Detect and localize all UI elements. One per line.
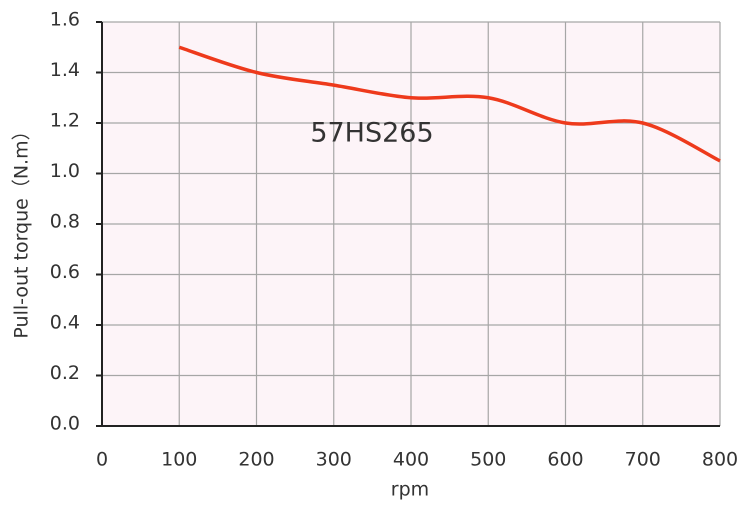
x-tick-label: 300 xyxy=(316,449,352,471)
y-tick-label: 0.6 xyxy=(50,261,80,283)
x-tick-label: 600 xyxy=(547,449,583,471)
line-series xyxy=(178,45,721,163)
x-tick-label: 100 xyxy=(161,449,197,471)
x-tick-label: 400 xyxy=(393,449,429,471)
y-tick-label: 0.0 xyxy=(50,413,80,435)
y-tick-label: 0.4 xyxy=(50,312,80,334)
x-axis-label: rpm xyxy=(391,479,429,501)
y-tick-label: 1.4 xyxy=(50,59,80,81)
y-tick-label: 1.2 xyxy=(50,110,80,132)
y-tick-label: 0.2 xyxy=(50,362,80,384)
x-tick-label: 700 xyxy=(625,449,661,471)
y-tick-label: 1.0 xyxy=(50,160,80,182)
y-tick-label: 0.8 xyxy=(50,211,80,233)
x-tick-label: 500 xyxy=(470,449,506,471)
y-tick-label: 1.6 xyxy=(50,9,80,31)
y-axis-label: Pull-out torque（N.m） xyxy=(11,121,33,338)
annotation: 57HS265 xyxy=(310,118,433,149)
x-tick-label: 800 xyxy=(702,449,738,471)
x-tick-label: 200 xyxy=(238,449,274,471)
x-tick-label: 0 xyxy=(96,449,108,471)
